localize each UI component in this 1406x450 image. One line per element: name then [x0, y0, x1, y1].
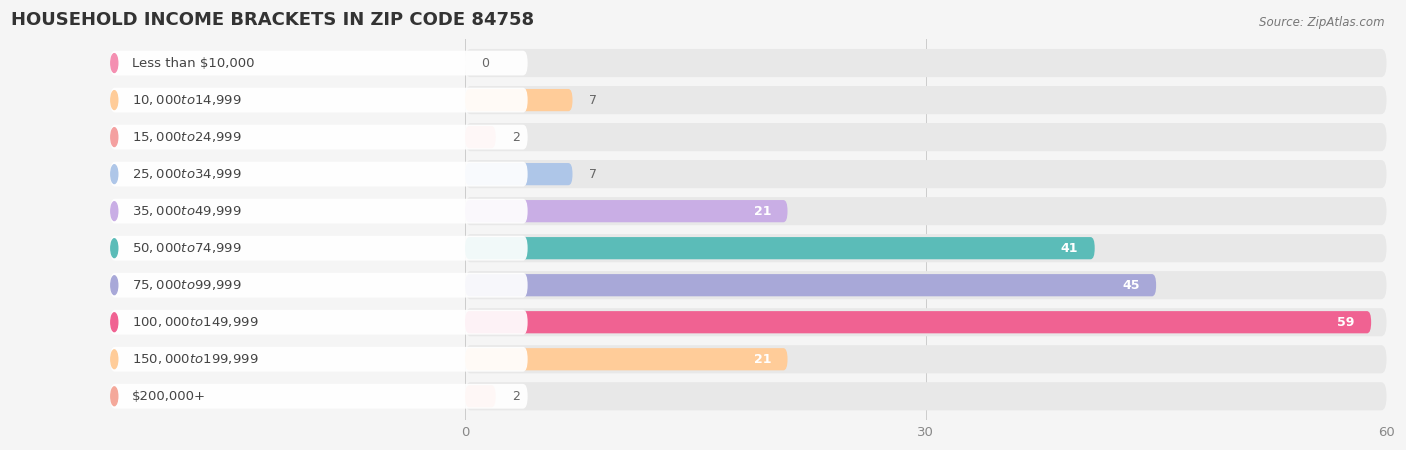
Text: $25,000 to $34,999: $25,000 to $34,999: [132, 167, 242, 181]
FancyBboxPatch shape: [465, 237, 1095, 259]
FancyBboxPatch shape: [465, 311, 1371, 333]
FancyBboxPatch shape: [110, 51, 527, 76]
Text: 45: 45: [1122, 279, 1140, 292]
Circle shape: [111, 387, 118, 406]
FancyBboxPatch shape: [110, 384, 527, 409]
Text: 7: 7: [589, 94, 598, 107]
Text: HOUSEHOLD INCOME BRACKETS IN ZIP CODE 84758: HOUSEHOLD INCOME BRACKETS IN ZIP CODE 84…: [11, 11, 534, 29]
FancyBboxPatch shape: [465, 234, 1386, 262]
FancyBboxPatch shape: [465, 200, 787, 222]
FancyBboxPatch shape: [110, 310, 527, 335]
FancyBboxPatch shape: [465, 126, 496, 148]
Circle shape: [111, 239, 118, 257]
FancyBboxPatch shape: [465, 86, 1386, 114]
Circle shape: [111, 202, 118, 220]
FancyBboxPatch shape: [110, 162, 527, 186]
FancyBboxPatch shape: [465, 345, 1386, 374]
Text: 0: 0: [481, 57, 489, 70]
FancyBboxPatch shape: [110, 88, 527, 112]
Text: Less than $10,000: Less than $10,000: [132, 57, 254, 70]
FancyBboxPatch shape: [465, 385, 496, 407]
Text: $15,000 to $24,999: $15,000 to $24,999: [132, 130, 242, 144]
Text: $50,000 to $74,999: $50,000 to $74,999: [132, 241, 242, 255]
FancyBboxPatch shape: [110, 347, 527, 372]
FancyBboxPatch shape: [465, 271, 1386, 299]
FancyBboxPatch shape: [465, 197, 1386, 225]
FancyBboxPatch shape: [465, 123, 1386, 151]
FancyBboxPatch shape: [465, 274, 1156, 296]
FancyBboxPatch shape: [465, 160, 1386, 188]
FancyBboxPatch shape: [110, 125, 527, 149]
FancyBboxPatch shape: [465, 49, 1386, 77]
Text: 7: 7: [589, 168, 598, 180]
FancyBboxPatch shape: [110, 236, 527, 261]
Text: $150,000 to $199,999: $150,000 to $199,999: [132, 352, 259, 366]
Text: 21: 21: [754, 205, 770, 218]
Text: 2: 2: [512, 390, 520, 403]
FancyBboxPatch shape: [110, 199, 527, 224]
Text: 21: 21: [754, 353, 770, 366]
Text: $10,000 to $14,999: $10,000 to $14,999: [132, 93, 242, 107]
Text: $75,000 to $99,999: $75,000 to $99,999: [132, 278, 242, 292]
Circle shape: [111, 276, 118, 295]
Text: $100,000 to $149,999: $100,000 to $149,999: [132, 315, 259, 329]
FancyBboxPatch shape: [465, 89, 572, 111]
Circle shape: [111, 165, 118, 184]
Circle shape: [111, 128, 118, 147]
FancyBboxPatch shape: [465, 382, 1386, 410]
Circle shape: [111, 313, 118, 332]
Text: 41: 41: [1060, 242, 1078, 255]
Text: Source: ZipAtlas.com: Source: ZipAtlas.com: [1260, 16, 1385, 29]
Text: 59: 59: [1337, 316, 1354, 328]
FancyBboxPatch shape: [110, 273, 527, 297]
Circle shape: [111, 91, 118, 109]
FancyBboxPatch shape: [465, 163, 572, 185]
Circle shape: [111, 350, 118, 369]
FancyBboxPatch shape: [465, 348, 787, 370]
Circle shape: [111, 54, 118, 72]
Text: 2: 2: [512, 130, 520, 144]
FancyBboxPatch shape: [465, 308, 1386, 336]
Text: $35,000 to $49,999: $35,000 to $49,999: [132, 204, 242, 218]
Text: $200,000+: $200,000+: [132, 390, 205, 403]
